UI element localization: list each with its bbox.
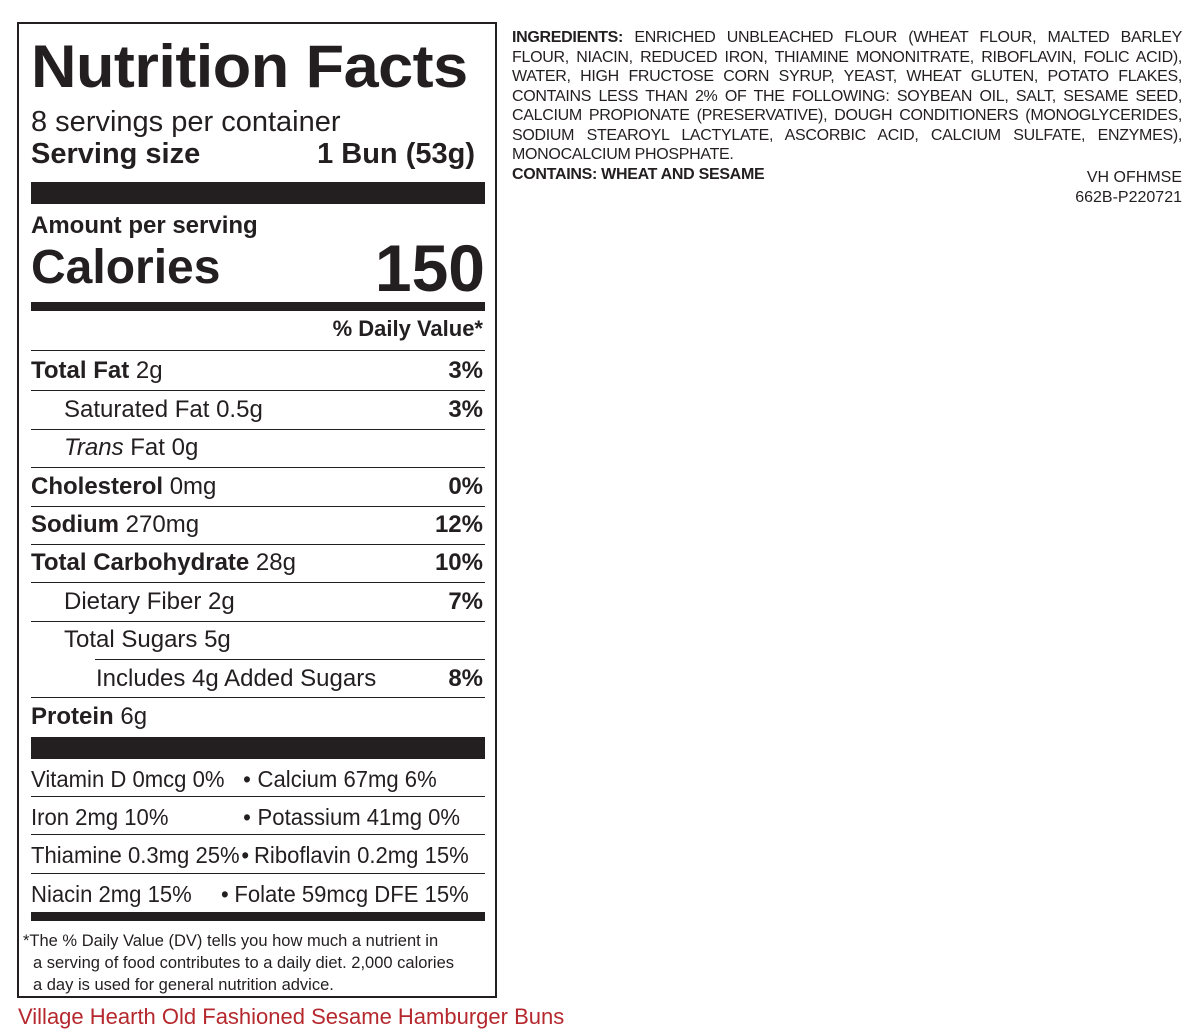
nutrient-row-total-fat: Total Fat 2g 3% [31, 352, 485, 390]
medium-divider [31, 302, 485, 311]
nutrient-row-protein: Protein 6g [31, 698, 485, 736]
bullet: • [243, 765, 251, 792]
footnote-line: a day is used for general nutrition advi… [33, 976, 334, 994]
medium-divider [31, 912, 485, 921]
vitamin-left: Vitamin D 0mcg 0% [31, 765, 225, 792]
bullet: • [243, 803, 251, 830]
daily-value-footnote: *The % Daily Value (DV) tells you how mu… [23, 930, 487, 996]
nutrient-name: Total Fat [31, 357, 130, 384]
ingredients-heading: INGREDIENTS: [512, 29, 624, 46]
vitamin-left: Niacin 2mg 15% [31, 880, 192, 907]
nutrient-name: Sodium [31, 511, 119, 538]
footnote-line: a serving of food contributes to a daily… [33, 954, 454, 972]
nutrient-name: Trans [64, 434, 124, 461]
nutrition-facts-title: Nutrition Facts [31, 33, 468, 100]
nutrient-amount: 6g [113, 703, 148, 730]
vitamin-row: Thiamine 0.3mg 25% • Riboflavin 0.2mg 15… [31, 836, 469, 874]
nutrient-name: Protein [31, 703, 114, 730]
servings-per-container: 8 servings per container [31, 106, 341, 138]
divider [95, 659, 485, 660]
amount-per-serving: Amount per serving [31, 212, 258, 239]
footnote-line: *The % Daily Value (DV) tells you how mu… [23, 932, 439, 950]
product-name: Village Hearth Old Fashioned Sesame Hamb… [18, 1004, 565, 1029]
vitamin-left: Iron 2mg 10% [31, 803, 169, 830]
calories-row: Calories 150 [31, 228, 485, 308]
vitamin-row: Vitamin D 0mcg 0% • Calcium 67mg 6% [31, 760, 469, 798]
nutrient-percent: 0% [448, 473, 483, 500]
thick-divider [31, 737, 485, 759]
nutrition-facts-panel: Nutrition Facts 8 servings per container… [17, 22, 497, 998]
ingredients-text: ENRICHED UNBLEACHED FLOUR (WHEAT FLOUR, … [512, 29, 1182, 163]
code-line-1: VH OFHMSE [1086, 169, 1182, 186]
vitamin-right: Folate 59mcg DFE 15% [234, 880, 469, 907]
code-line-2: 662B-P220721 [1075, 189, 1182, 206]
daily-value-header: % Daily Value* [332, 316, 483, 341]
nutrient-amount: 0mg [163, 473, 217, 500]
nutrient-row-dietary-fiber: Dietary Fiber 2g 7% [31, 583, 485, 621]
nutrient-name: Includes 4g Added Sugars [96, 665, 377, 692]
nutrient-row-cholesterol: Cholesterol 0mg 0% [31, 468, 485, 506]
divider [31, 429, 485, 430]
nutrient-name: Dietary Fiber 2g [64, 588, 235, 615]
nutrient-percent: 3% [448, 396, 483, 423]
vitamin-right: Potassium 41mg 0% [257, 803, 461, 830]
nutrient-row-total-carbohydrate: Total Carbohydrate 28g 10% [31, 544, 485, 582]
nutrient-name: Cholesterol [31, 473, 164, 500]
divider [31, 834, 485, 835]
vitamin-right: Calcium 67mg 6% [257, 765, 437, 792]
divider [31, 350, 485, 351]
calories-value: 150 [374, 231, 485, 305]
divider [31, 467, 485, 468]
divider [31, 390, 485, 391]
thick-divider [31, 182, 485, 204]
nutrient-percent: 7% [448, 588, 483, 615]
nutrient-percent: 8% [448, 665, 483, 692]
divider [31, 544, 485, 545]
nutrient-row-added-sugars: Includes 4g Added Sugars 8% [31, 660, 485, 698]
divider [31, 582, 485, 583]
nutrient-row-total-sugars: Total Sugars 5g [31, 621, 485, 659]
nutrient-amount: 28g [249, 549, 296, 576]
nutrient-name: Total Carbohydrate [31, 549, 250, 576]
divider [31, 796, 485, 797]
serving-size-row: Serving size 1 Bun (53g) [31, 138, 475, 171]
vitamin-right: Riboflavin 0.2mg 15% [253, 841, 469, 868]
vitamin-left: Thiamine 0.3mg 25% [31, 841, 240, 868]
nutrient-name: Total Sugars 5g [64, 626, 231, 653]
bullet: • [241, 841, 250, 868]
nutrient-row-sodium: Sodium 270mg 12% [31, 506, 485, 544]
nutrient-name: Saturated Fat 0.5g [64, 396, 263, 423]
nutrient-amount: Fat 0g [123, 434, 199, 461]
nutrient-percent: 10% [434, 549, 483, 576]
vitamin-row: Niacin 2mg 15% • Folate 59mcg DFE 15% [31, 875, 469, 913]
nutrient-row-saturated-fat: Saturated Fat 0.5g 3% [31, 391, 485, 429]
nutrient-amount: 2g [129, 357, 163, 384]
serving-size-value: 1 Bun (53g) [317, 138, 475, 170]
nutrient-row-trans-fat: Trans Fat 0g [31, 429, 485, 467]
bullet: • [221, 880, 229, 907]
nutrient-amount: 270mg [119, 511, 200, 538]
divider [31, 873, 485, 874]
serving-size-label: Serving size [31, 138, 201, 170]
allergen-statement: CONTAINS: WHEAT AND SESAME [512, 165, 765, 183]
nutrient-percent: 3% [448, 357, 483, 384]
product-codes: VH OFHMSE 662B-P220721 [1075, 168, 1182, 208]
divider [31, 506, 485, 507]
divider [31, 697, 485, 698]
ingredients-block: INGREDIENTS: ENRICHED UNBLEACHED FLOUR (… [512, 28, 1182, 184]
vitamin-row: Iron 2mg 10% • Potassium 41mg 0% [31, 798, 469, 836]
divider [31, 621, 485, 622]
calories-label: Calories [31, 241, 221, 294]
nutrient-percent: 12% [434, 511, 483, 538]
